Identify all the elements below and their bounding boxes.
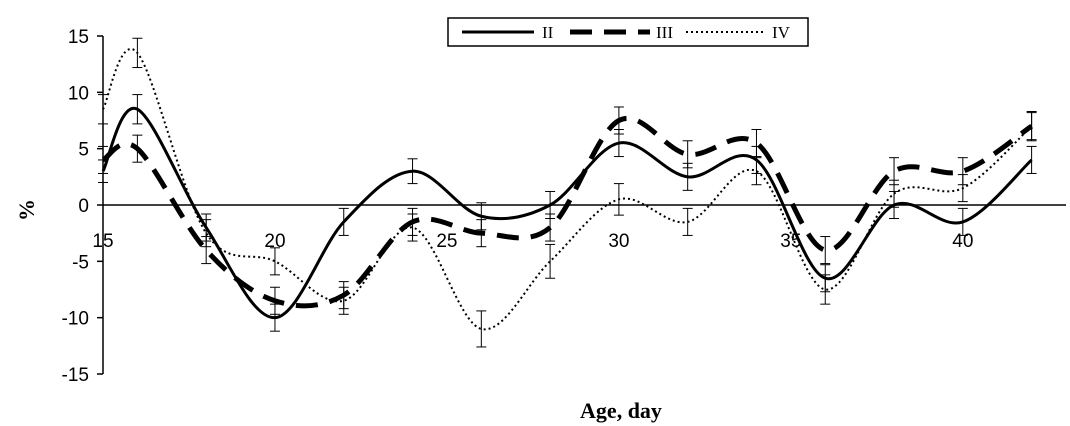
axes — [97, 35, 1066, 375]
x-axis-title: Age, day — [580, 398, 662, 423]
series-line-iv — [102, 48, 1033, 331]
y-tick-label: -5 — [72, 252, 89, 273]
legend: II III IV — [447, 17, 809, 47]
series-line-iii — [101, 115, 1034, 309]
x-tick-label: 40 — [952, 231, 973, 252]
y-axis-title: % — [14, 199, 39, 221]
series-lines — [101, 48, 1034, 331]
y-tick-label: 5 — [78, 140, 89, 161]
y-tick-labels: 15 10 5 0 -5 -10 -15 — [62, 27, 89, 386]
x-tick-label: 30 — [608, 231, 629, 252]
y-tick-label: -10 — [62, 309, 89, 330]
legend-label-ii: II — [542, 23, 554, 42]
legend-label-iii: III — [656, 23, 673, 42]
x-tick-label: 20 — [264, 231, 285, 252]
y-tick-label: 15 — [68, 27, 89, 48]
y-tick-label: -15 — [62, 365, 89, 386]
series-line-ii — [101, 106, 1033, 320]
x-tick-label: 25 — [436, 231, 457, 252]
legend-label-iv: IV — [772, 23, 791, 42]
y-tick-label: 10 — [68, 83, 89, 104]
y-tick-label: 0 — [78, 196, 89, 217]
x-tick-label: 15 — [92, 231, 113, 252]
